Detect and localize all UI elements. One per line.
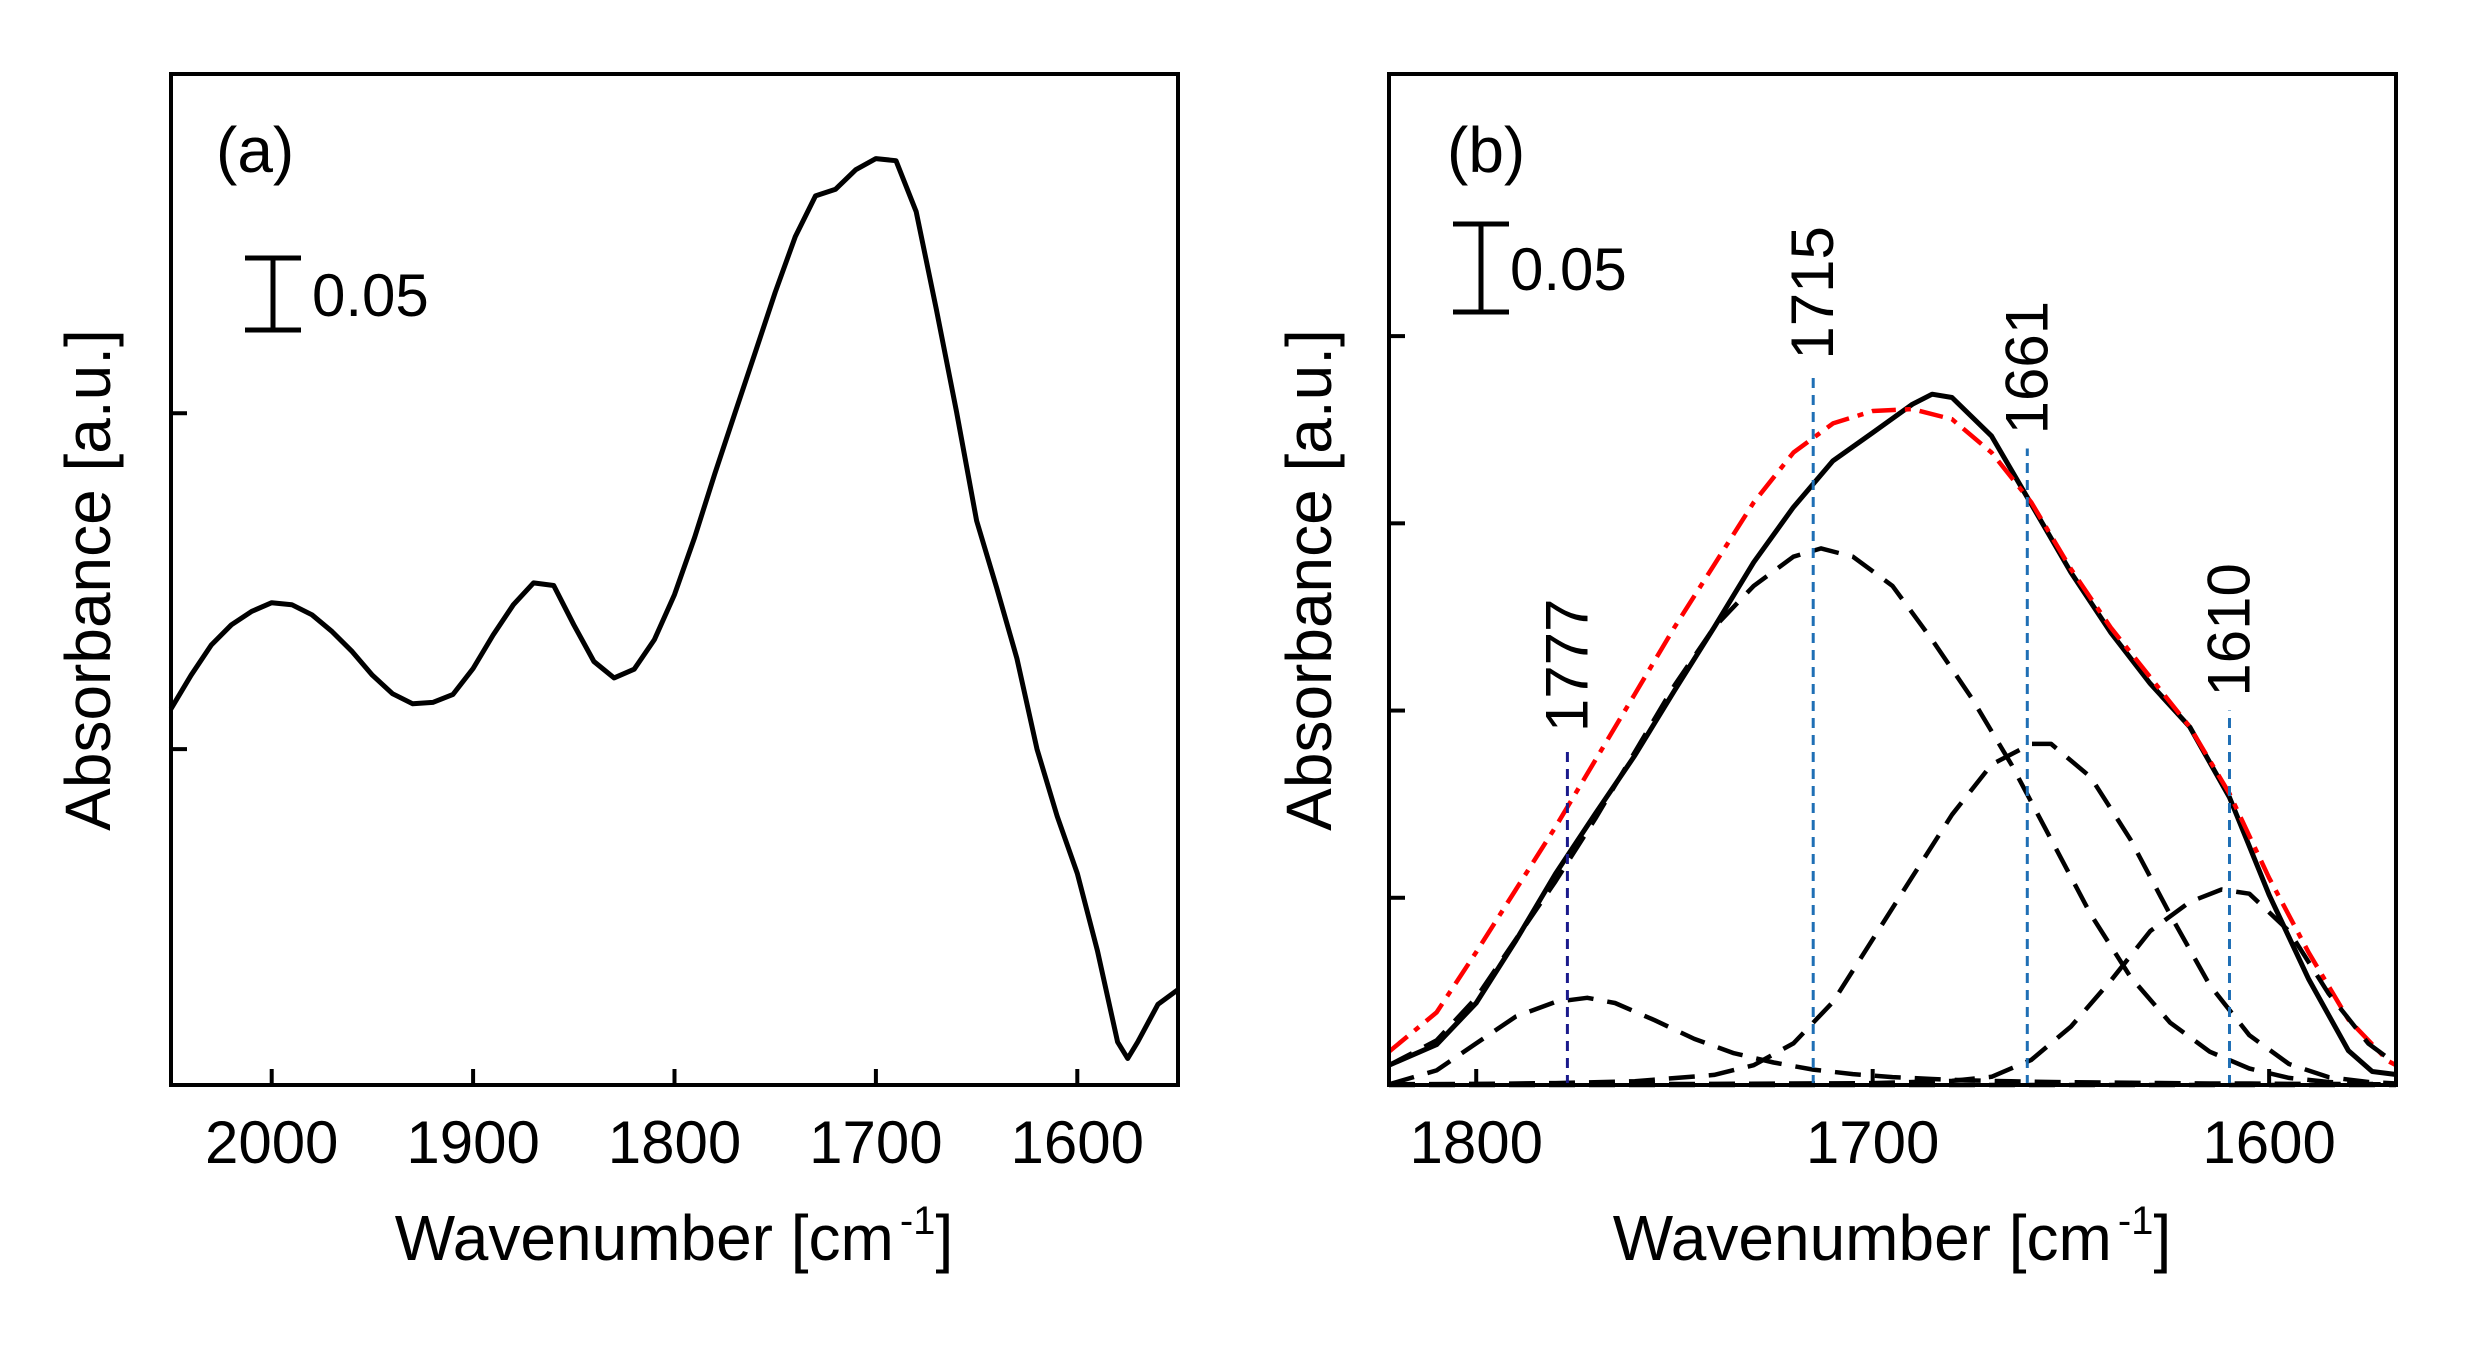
scale-bar-a: 0.05	[245, 255, 429, 333]
scale-bar-label-a: 0.05	[312, 262, 429, 329]
x-tick-label-a-1700: 1700	[809, 1109, 942, 1176]
x-tick-label-a-1800: 1800	[608, 1109, 741, 1176]
peak-label-1715: 1715	[1779, 226, 1846, 359]
x-axis-title-sup-a: -1	[900, 1199, 936, 1243]
x-axis-title-main-a: Wavenumber [cm	[395, 1202, 894, 1274]
panel-a: 2000 1900 1800 1700 1600 (a) 0.05 Absorbance…	[52, 72, 1180, 1274]
plot-frame-a	[169, 72, 1180, 1087]
series-line-b-fit	[1387, 406, 2398, 1068]
x-tick-label-a-2000: 2000	[205, 1109, 338, 1176]
scale-bar-label-b: 0.05	[1510, 236, 1627, 303]
x-tick-label-b-1600: 1600	[2202, 1109, 2335, 1176]
peak-label-1610: 1610	[2196, 563, 2263, 696]
panel-label-b: (b)	[1447, 114, 1525, 186]
plot-area-b	[1387, 391, 2398, 1088]
y-axis-title-b: Absorbance [a.u.]	[1273, 329, 1345, 831]
series-line-b-measured	[1388, 391, 2397, 1077]
x-axis-title-main-b: Wavenumber [cm	[1613, 1202, 2112, 1274]
series-line-b-component-1661	[1388, 741, 2397, 1087]
x-ticks-a: 2000 1900 1800 1700 1600	[205, 1069, 1144, 1176]
peak-label-1777: 1777	[1533, 599, 1600, 732]
plot-frame-b	[1387, 72, 2398, 1087]
x-axis-title-sup-b: -1	[2118, 1199, 2154, 1243]
series-line-b-component-1777	[1388, 995, 2396, 1087]
panel-label-a: (a)	[216, 114, 294, 186]
y-axis-title-a: Absorbance [a.u.]	[52, 329, 124, 831]
peak-markers-b: 1777 1715 1661 1610	[1533, 226, 2263, 1085]
x-axis-title-end-b: ]	[2153, 1202, 2171, 1274]
x-tick-label-a-1900: 1900	[406, 1109, 539, 1176]
x-axis-title-a: Wavenumber [cm -1]	[395, 1199, 953, 1274]
x-axis-title-b: Wavenumber [cm -1]	[1613, 1199, 2171, 1274]
x-tick-label-a-1600: 1600	[1011, 1109, 1144, 1176]
panel-b: 1777 1715 1661 1610 1800 1700 1600 (b) 0.05 A…	[1273, 72, 2398, 1274]
x-axis-title-end-a: ]	[935, 1202, 953, 1274]
plot-area-a	[168, 156, 1180, 1061]
series-line-b-component-1715	[1387, 546, 2397, 1087]
x-ticks-b: 1800 1700 1600	[1409, 1069, 2336, 1176]
scale-bar-b: 0.05	[1453, 221, 1627, 315]
y-ticks-a	[171, 411, 187, 752]
x-tick-label-b-1700: 1700	[1806, 1109, 1939, 1176]
series-line-b-component-1610	[1389, 887, 2398, 1087]
peak-label-1661: 1661	[1993, 301, 2060, 434]
y-ticks-b	[1389, 334, 1405, 900]
x-tick-label-b-1800: 1800	[1409, 1109, 1542, 1176]
series-line-a-spectrum	[168, 156, 1180, 1061]
